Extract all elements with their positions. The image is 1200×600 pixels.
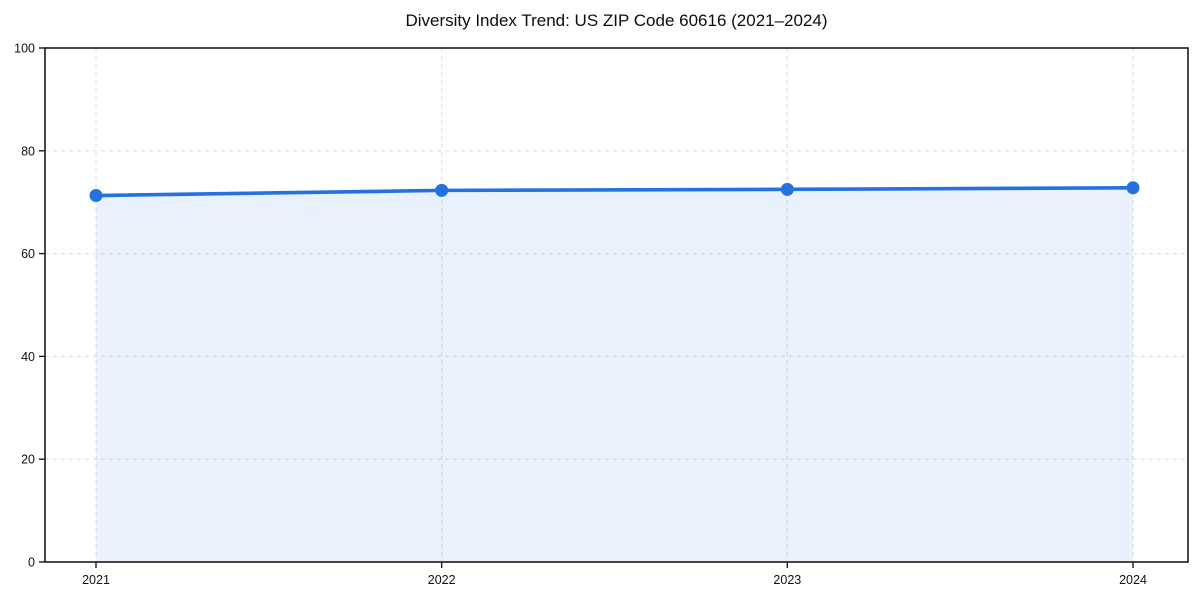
y-tick-label-60: 60	[21, 247, 35, 261]
plot-frame	[44, 47, 1189, 563]
y-tick-label-0: 0	[28, 556, 35, 570]
y-tick-label-20: 20	[21, 453, 35, 467]
data-point-2021	[89, 189, 103, 203]
y-tick-label-100: 100	[14, 42, 35, 56]
data-point-2023	[780, 182, 794, 196]
x-tick-label-2022: 2022	[428, 573, 456, 587]
x-tick-label-2023: 2023	[773, 573, 801, 587]
x-tick-label-2024: 2024	[1119, 573, 1147, 587]
trend-line	[94, 186, 1135, 198]
chart-title: Diversity Index Trend: US ZIP Code 60616…	[405, 11, 828, 30]
y-tick-label-80: 80	[21, 144, 35, 158]
area-fill	[96, 187, 1133, 563]
y-tick-label-40: 40	[21, 350, 35, 364]
data-point-2022	[435, 183, 449, 197]
x-tick-label-2021: 2021	[82, 573, 110, 587]
data-point-2024	[1126, 181, 1140, 195]
